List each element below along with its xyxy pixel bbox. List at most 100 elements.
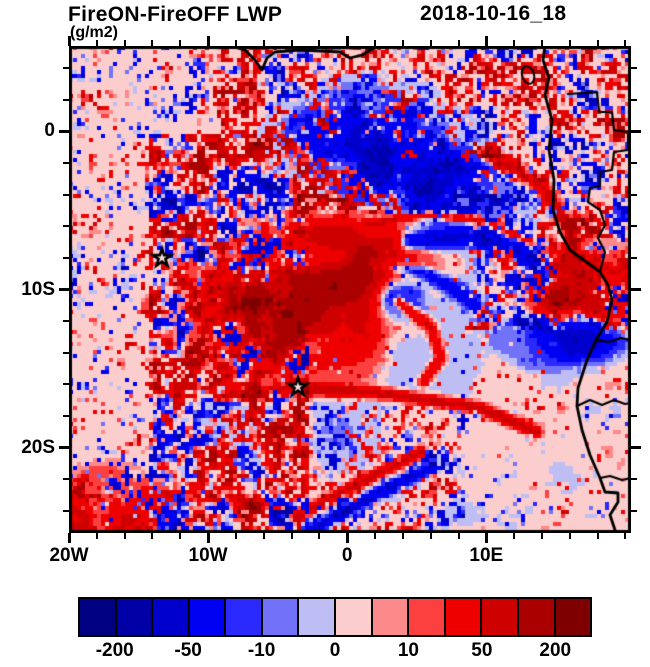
y-tick-label: 10S [21,278,55,300]
x-axis-minor-tick [429,533,432,539]
y-axis-minor-tick [63,414,69,417]
colorbar-segment [187,599,225,635]
x-axis-major-tick [67,533,71,543]
x-axis-minor-tick [401,40,404,46]
y-axis-major-tick [631,129,641,133]
colorbar-segment [114,599,152,635]
x-axis-minor-tick [290,533,293,539]
x-axis-minor-tick [318,533,321,539]
y-axis-minor-tick [63,225,69,228]
colorbar [78,597,592,637]
y-axis-minor-tick [63,67,69,70]
y-axis-major-tick [59,446,69,450]
x-axis-major-tick [206,36,210,46]
y-axis-minor-tick [631,351,637,354]
plot-title: FireON-FireOFF LWP [68,3,283,26]
x-axis-minor-tick [596,533,599,539]
y-axis-minor-tick [631,320,637,323]
y-axis-major-tick [59,129,69,133]
y-axis-minor-tick [63,256,69,259]
x-tick-label: 0 [341,545,353,566]
x-axis-minor-tick [624,533,627,539]
colorbar-tick-label: 0 [329,640,341,661]
x-axis-minor-tick [513,533,516,539]
y-tick-label: 20S [21,436,55,458]
x-axis-minor-tick [374,40,377,46]
colorbar-segment [334,599,371,635]
colorbar-segment [480,599,517,635]
x-axis-minor-tick [123,533,126,539]
colorbar-segment [151,599,188,635]
x-axis-minor-tick [457,40,460,46]
x-axis-minor-tick [234,533,237,539]
y-axis-minor-tick [631,478,637,481]
colorbar-tick-label: -10 [247,640,276,661]
x-axis-minor-tick [513,40,516,46]
x-axis-minor-tick [457,533,460,539]
x-axis-minor-tick [95,533,98,539]
y-axis-minor-tick [631,67,637,70]
y-axis-minor-tick [631,225,637,228]
x-axis-minor-tick [123,40,126,46]
x-axis-major-tick [345,36,349,46]
colorbar-segment [260,599,298,635]
colorbar-segment [297,599,335,635]
y-tick-label: 0 [44,120,55,142]
x-tick-label: 10E [469,545,504,566]
y-axis-minor-tick [631,256,637,259]
colorbar-tick-label: 10 [397,640,419,661]
y-axis-minor-tick [63,162,69,164]
y-axis-minor-tick [631,193,637,196]
plot-timestamp: 2018-10-16_18 [420,2,567,25]
y-axis-minor-tick [631,509,637,512]
y-axis-minor-tick [63,351,69,354]
x-axis-major-tick [484,533,488,543]
map-canvas [69,46,631,533]
colorbar-segment [370,599,408,635]
colorbar-segment [224,599,261,635]
y-axis-minor-tick [63,383,69,386]
x-axis-major-tick [345,533,349,543]
colorbar-tick-label: 50 [471,640,493,661]
colorbar-tick-label: -50 [174,640,202,661]
x-axis-minor-tick [262,533,265,539]
y-axis-major-tick [59,288,69,291]
x-axis-minor-tick [151,533,154,539]
x-axis-minor-tick [179,40,182,46]
colorbar-segment [553,599,591,635]
x-axis-minor-tick [290,40,293,46]
y-axis-minor-tick [631,162,637,164]
y-axis-minor-tick [63,320,69,323]
x-axis-minor-tick [568,533,571,539]
x-axis-minor-tick [540,40,543,46]
y-axis-major-tick [631,288,641,291]
x-axis-minor-tick [596,40,599,46]
x-axis-minor-tick [540,533,543,539]
y-axis-minor-tick [631,414,637,417]
y-axis-major-tick [631,446,641,450]
y-axis-minor-tick [63,509,69,512]
x-axis-minor-tick [262,40,265,46]
x-axis-minor-tick [234,40,237,46]
colorbar-segment [80,599,115,635]
x-axis-minor-tick [374,533,377,539]
colorbar-segment [443,599,481,635]
x-axis-minor-tick [151,40,154,46]
x-axis-minor-tick [179,533,182,539]
plot-units-label: (g/m2) [70,24,118,41]
x-axis-minor-tick [401,533,404,539]
colorbar-segment [516,599,554,635]
colorbar-tick-label: -200 [95,640,134,661]
y-axis-minor-tick [631,98,637,101]
colorbar-segment [407,599,444,635]
x-axis-major-tick [484,36,488,46]
y-axis-minor-tick [631,383,637,386]
x-axis-minor-tick [95,40,98,46]
x-tick-label: 20W [49,545,89,566]
y-axis-minor-tick [63,478,69,481]
x-tick-label: 10W [188,545,228,566]
x-axis-minor-tick [429,40,432,46]
x-axis-major-tick [206,533,210,543]
y-axis-minor-tick [63,193,69,196]
colorbar-tick-label: 200 [539,640,572,661]
